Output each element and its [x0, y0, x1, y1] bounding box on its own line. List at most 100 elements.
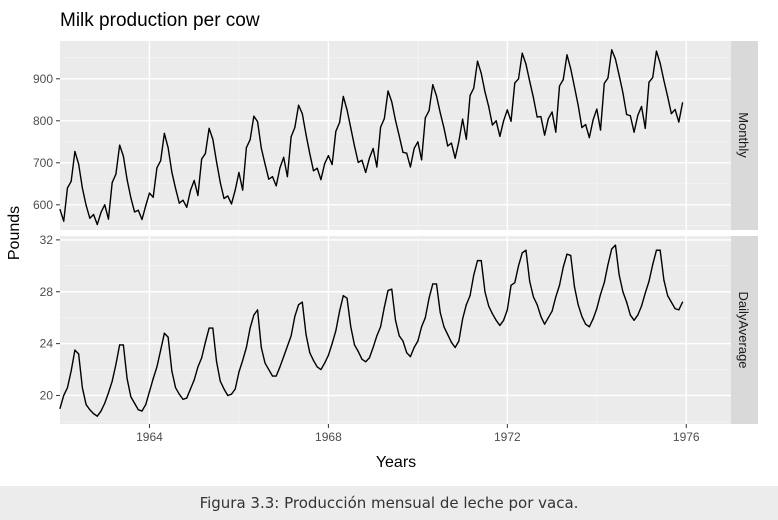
- data-point: [387, 289, 389, 292]
- data-point: [122, 344, 124, 346]
- panel-monthly: 600 700 800 900 Monthly: [33, 41, 758, 230]
- data-point: [428, 297, 430, 299]
- data-point: [324, 362, 326, 364]
- data-point: [85, 204, 87, 206]
- figure-caption-band: Figura 3.3: Producción mensual de leche …: [0, 486, 778, 520]
- data-point: [368, 157, 371, 159]
- data-point: [681, 301, 684, 303]
- data-point: [208, 327, 210, 329]
- data-point: [633, 319, 635, 321]
- data-point: [465, 304, 467, 306]
- data-point: [301, 301, 303, 303]
- data-point: [346, 297, 348, 299]
- data-point: [678, 309, 680, 311]
- y-tick-label: 900: [33, 72, 53, 86]
- data-point: [167, 336, 169, 338]
- data-point: [547, 118, 549, 120]
- data-point: [450, 341, 453, 343]
- data-point: [607, 77, 609, 79]
- data-point: [585, 123, 587, 126]
- data-point: [137, 209, 139, 211]
- data-point: [491, 313, 494, 315]
- data-point: [428, 110, 430, 112]
- data-point: [659, 62, 661, 64]
- milk-production-chart: Milk production per cow 600 700 800 900 Mon…: [6, 10, 758, 471]
- data-point: [126, 179, 128, 181]
- data-point: [454, 157, 456, 159]
- data-point: [338, 121, 341, 124]
- data-point: [74, 349, 76, 351]
- data-point: [204, 341, 206, 343]
- data-point: [309, 152, 311, 155]
- data-point: [637, 314, 639, 316]
- data-point: [268, 178, 270, 180]
- data-point: [96, 223, 98, 226]
- data-point: [256, 309, 259, 311]
- data-point: [409, 355, 412, 358]
- data-point: [592, 119, 594, 121]
- data-point: [305, 333, 307, 336]
- data-point: [387, 90, 389, 92]
- data-point: [458, 340, 460, 342]
- data-point: [655, 249, 658, 251]
- data-point: [331, 163, 333, 166]
- data-point: [432, 283, 434, 285]
- data-point: [678, 121, 680, 123]
- data-point: [227, 394, 229, 397]
- data-point: [189, 189, 192, 192]
- data-point: [558, 85, 561, 87]
- data-point: [413, 147, 415, 150]
- data-point: [629, 115, 631, 117]
- data-point: [674, 108, 676, 111]
- data-point: [107, 218, 110, 220]
- data-point: [145, 403, 147, 406]
- data-point: [588, 326, 590, 328]
- chart-title: Milk production per cow: [60, 10, 260, 31]
- data-point: [648, 280, 650, 282]
- data-point: [342, 295, 344, 297]
- data-point: [260, 346, 262, 349]
- data-point: [353, 145, 356, 147]
- data-point: [320, 179, 322, 181]
- data-point: [424, 117, 426, 119]
- data-point: [674, 308, 676, 310]
- data-point: [324, 163, 326, 165]
- data-point: [462, 118, 464, 120]
- data-point: [443, 127, 445, 129]
- data-point: [383, 118, 385, 120]
- data-point: [275, 375, 277, 377]
- data-point: [663, 279, 665, 281]
- data-point: [361, 358, 363, 360]
- data-point: [622, 92, 624, 94]
- data-point: [92, 413, 95, 415]
- data-point: [215, 361, 218, 363]
- data-point: [361, 159, 363, 161]
- data-point: [603, 282, 605, 284]
- data-point: [570, 68, 572, 70]
- data-point: [670, 113, 672, 115]
- data-point: [618, 74, 620, 77]
- data-point: [66, 187, 69, 189]
- data-point: [573, 285, 576, 288]
- data-point: [212, 138, 214, 140]
- data-point: [174, 187, 177, 190]
- data-point: [611, 49, 613, 51]
- data-point: [96, 415, 98, 417]
- data-point: [562, 79, 564, 81]
- data-point: [495, 120, 497, 122]
- data-point: [517, 78, 520, 80]
- data-point: [148, 390, 151, 393]
- data-point: [447, 145, 449, 147]
- data-point: [644, 292, 646, 294]
- data-point: [294, 126, 296, 129]
- panel-grid: [60, 41, 731, 230]
- data-point: [514, 282, 516, 284]
- data-point: [566, 253, 568, 255]
- data-point: [640, 105, 643, 108]
- data-point: [357, 350, 359, 352]
- data-point: [365, 171, 367, 174]
- data-point: [547, 317, 549, 319]
- data-point: [614, 244, 617, 246]
- data-point: [264, 163, 266, 165]
- data-point: [189, 388, 192, 390]
